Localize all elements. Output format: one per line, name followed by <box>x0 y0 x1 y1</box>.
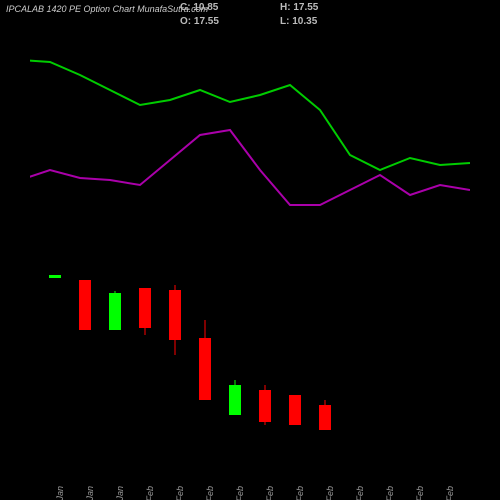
candle-body <box>199 338 211 400</box>
o-label: O: <box>180 16 191 27</box>
c-value: 10.85 <box>193 2 218 13</box>
o-value: 17.55 <box>194 16 219 27</box>
candle-body <box>49 275 61 278</box>
x-axis-label: 12 Feb <box>295 486 305 500</box>
purple-line <box>30 130 470 205</box>
x-axis-label: 19 Feb <box>445 486 455 500</box>
ohlc-o: O: 17.55 <box>180 16 219 27</box>
candle-body <box>79 280 91 330</box>
h-value: 17.55 <box>293 2 318 13</box>
green-line <box>30 60 470 170</box>
x-axis-label: 07 Feb <box>205 486 215 500</box>
x-axis-label: 14 Feb <box>355 486 365 500</box>
h-label: H: <box>280 2 291 13</box>
x-axis-label: 13 Feb <box>325 486 335 500</box>
x-axis-label: 11 Feb <box>265 486 275 500</box>
x-axis-label: 06 Feb <box>175 486 185 500</box>
candle-body <box>319 405 331 430</box>
x-axis-label: 17 Feb <box>385 486 395 500</box>
symbol-text: IPCALAB 1420 PE Option Chart MunafaSutra… <box>6 4 208 14</box>
x-axis-label: 18 Feb <box>415 486 425 500</box>
l-value: 10.35 <box>292 16 317 27</box>
c-label: C: <box>180 2 191 13</box>
chart-container: IPCALAB 1420 PE Option Chart MunafaSutra… <box>0 0 500 500</box>
x-axis-label: 30 Jan <box>115 486 125 500</box>
candle-body <box>169 290 181 340</box>
candle-body <box>139 288 151 328</box>
ohlc-h: H: 17.55 <box>280 2 318 13</box>
candle-body <box>289 395 301 425</box>
x-axis-label: 04 Feb <box>145 486 155 500</box>
x-axis-label: 29 Jan <box>85 486 95 500</box>
l-label: L: <box>280 16 289 27</box>
candle-body <box>259 390 271 422</box>
ohlc-l: L: 10.35 <box>280 16 317 27</box>
chart-title: IPCALAB 1420 PE Option Chart MunafaSutra… <box>6 4 208 14</box>
candle-body <box>229 385 241 415</box>
ohlc-c: C: 10.85 <box>180 2 218 13</box>
chart-area <box>30 30 470 450</box>
chart-svg <box>30 30 470 450</box>
x-axis-label: 28 Jan <box>55 486 65 500</box>
candle-body <box>109 293 121 330</box>
x-axis-label: 10 Feb <box>235 486 245 500</box>
